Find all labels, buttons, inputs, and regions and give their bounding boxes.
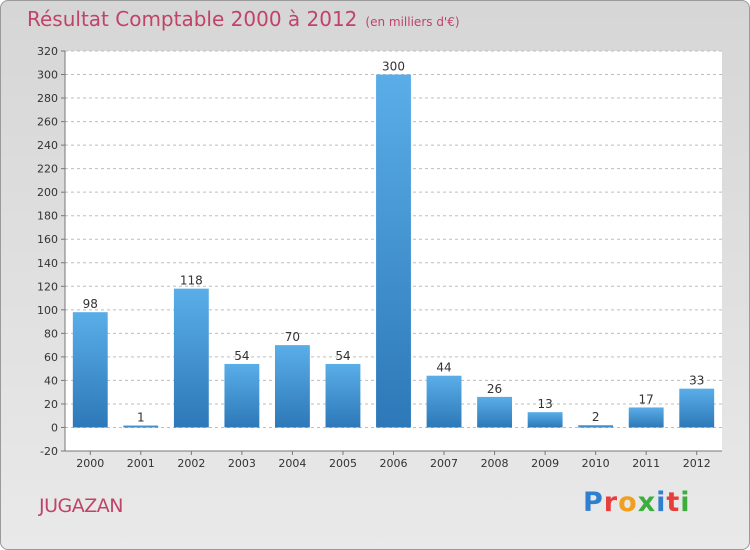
chart-subtitle: (en milliers d'€) <box>365 15 460 29</box>
x-tick-label-2011: 2011 <box>632 457 660 470</box>
x-tick-label-2006: 2006 <box>380 457 408 470</box>
value-label-2003: 54 <box>234 349 249 363</box>
value-label-2011: 17 <box>639 392 654 406</box>
bar-2003 <box>224 363 260 428</box>
bar-2000 <box>72 312 108 428</box>
value-label-2004: 70 <box>285 330 300 344</box>
value-label-2009: 13 <box>537 397 552 411</box>
logo-letter: t <box>666 487 681 518</box>
bar-2010 <box>578 425 614 428</box>
x-tick-label-2003: 2003 <box>228 457 256 470</box>
x-tick-label-2010: 2010 <box>582 457 610 470</box>
y-tick-label: 120 <box>37 280 58 293</box>
logo-letter: i <box>680 487 691 518</box>
y-tick-label: 320 <box>37 45 58 58</box>
y-tick-label: 300 <box>37 69 58 82</box>
x-tick-label-2008: 2008 <box>481 457 509 470</box>
y-tick-label: 220 <box>37 163 58 176</box>
y-tick-label: 280 <box>37 92 58 105</box>
x-tick-label-2000: 2000 <box>76 457 104 470</box>
logo-letter: r <box>603 487 619 518</box>
y-tick-label: 140 <box>37 257 58 270</box>
proxiti-logo[interactable]: Proxiti <box>583 487 691 518</box>
bar-2007 <box>426 375 462 428</box>
bar-2006 <box>376 74 411 428</box>
value-label-2010: 2 <box>592 410 600 424</box>
value-label-2008: 26 <box>487 382 502 396</box>
x-ticks: 2000 2001 2002 2003 2004 2005 2006 2007 2008 2009… <box>76 451 711 470</box>
x-tick-label-2004: 2004 <box>278 457 306 470</box>
y-tick-label: 60 <box>44 351 58 364</box>
y-tick-label: 80 <box>44 327 58 340</box>
x-tick-label-2009: 2009 <box>531 457 559 470</box>
value-label-2002: 118 <box>180 274 203 288</box>
value-label-2005: 54 <box>335 349 350 363</box>
x-tick-label-2007: 2007 <box>430 457 458 470</box>
x-tick-label-2002: 2002 <box>177 457 205 470</box>
chart-title: Résultat Comptable 2000 à 2012 (en millie… <box>27 7 460 31</box>
value-label-2012: 33 <box>689 374 704 388</box>
y-tick-label: 100 <box>37 304 58 317</box>
y-tick-label: 20 <box>44 398 58 411</box>
y-tick-label: 260 <box>37 116 58 129</box>
y-tick-label: 160 <box>37 233 58 246</box>
y-tick-label: 0 <box>51 421 58 434</box>
value-label-2007: 44 <box>436 361 451 375</box>
y-tick-label: 240 <box>37 139 58 152</box>
value-labels: 98 1 118 54 70 54 300 44 26 13 2 17 33 <box>83 60 705 425</box>
place-name: JUGAZAN <box>39 495 123 517</box>
chart-title-text: Résultat Comptable 2000 à 2012 <box>27 7 358 31</box>
y-tick-label: 180 <box>37 210 58 223</box>
x-tick-label-2005: 2005 <box>329 457 357 470</box>
y-tick-label: 40 <box>44 374 58 387</box>
value-label-2001: 1 <box>137 410 145 424</box>
value-label-2000: 98 <box>83 297 98 311</box>
logo-letter: i <box>656 487 667 518</box>
y-ticks: -20 0 20 40 60 80 100 120 140 160 180 200 220 240 260 2… <box>37 45 65 458</box>
bars <box>72 74 715 428</box>
x-tick-label-2012: 2012 <box>683 457 711 470</box>
bar-2001 <box>123 425 159 428</box>
bar-2011 <box>628 407 664 428</box>
bar-2008 <box>477 396 513 428</box>
y-tick-label: 200 <box>37 186 58 199</box>
bar-2009 <box>527 412 563 428</box>
logo-letter: o <box>618 487 638 518</box>
x-tick-label-2001: 2001 <box>127 457 155 470</box>
logo-letter: x <box>637 487 657 518</box>
bar-2012 <box>679 388 715 428</box>
logo-letter: P <box>583 487 604 518</box>
bar-2005 <box>325 363 361 428</box>
bar-2002 <box>173 288 209 428</box>
value-label-2006: 300 <box>382 60 405 74</box>
bar-2004 <box>274 345 310 428</box>
y-tick-label: -20 <box>40 445 58 458</box>
